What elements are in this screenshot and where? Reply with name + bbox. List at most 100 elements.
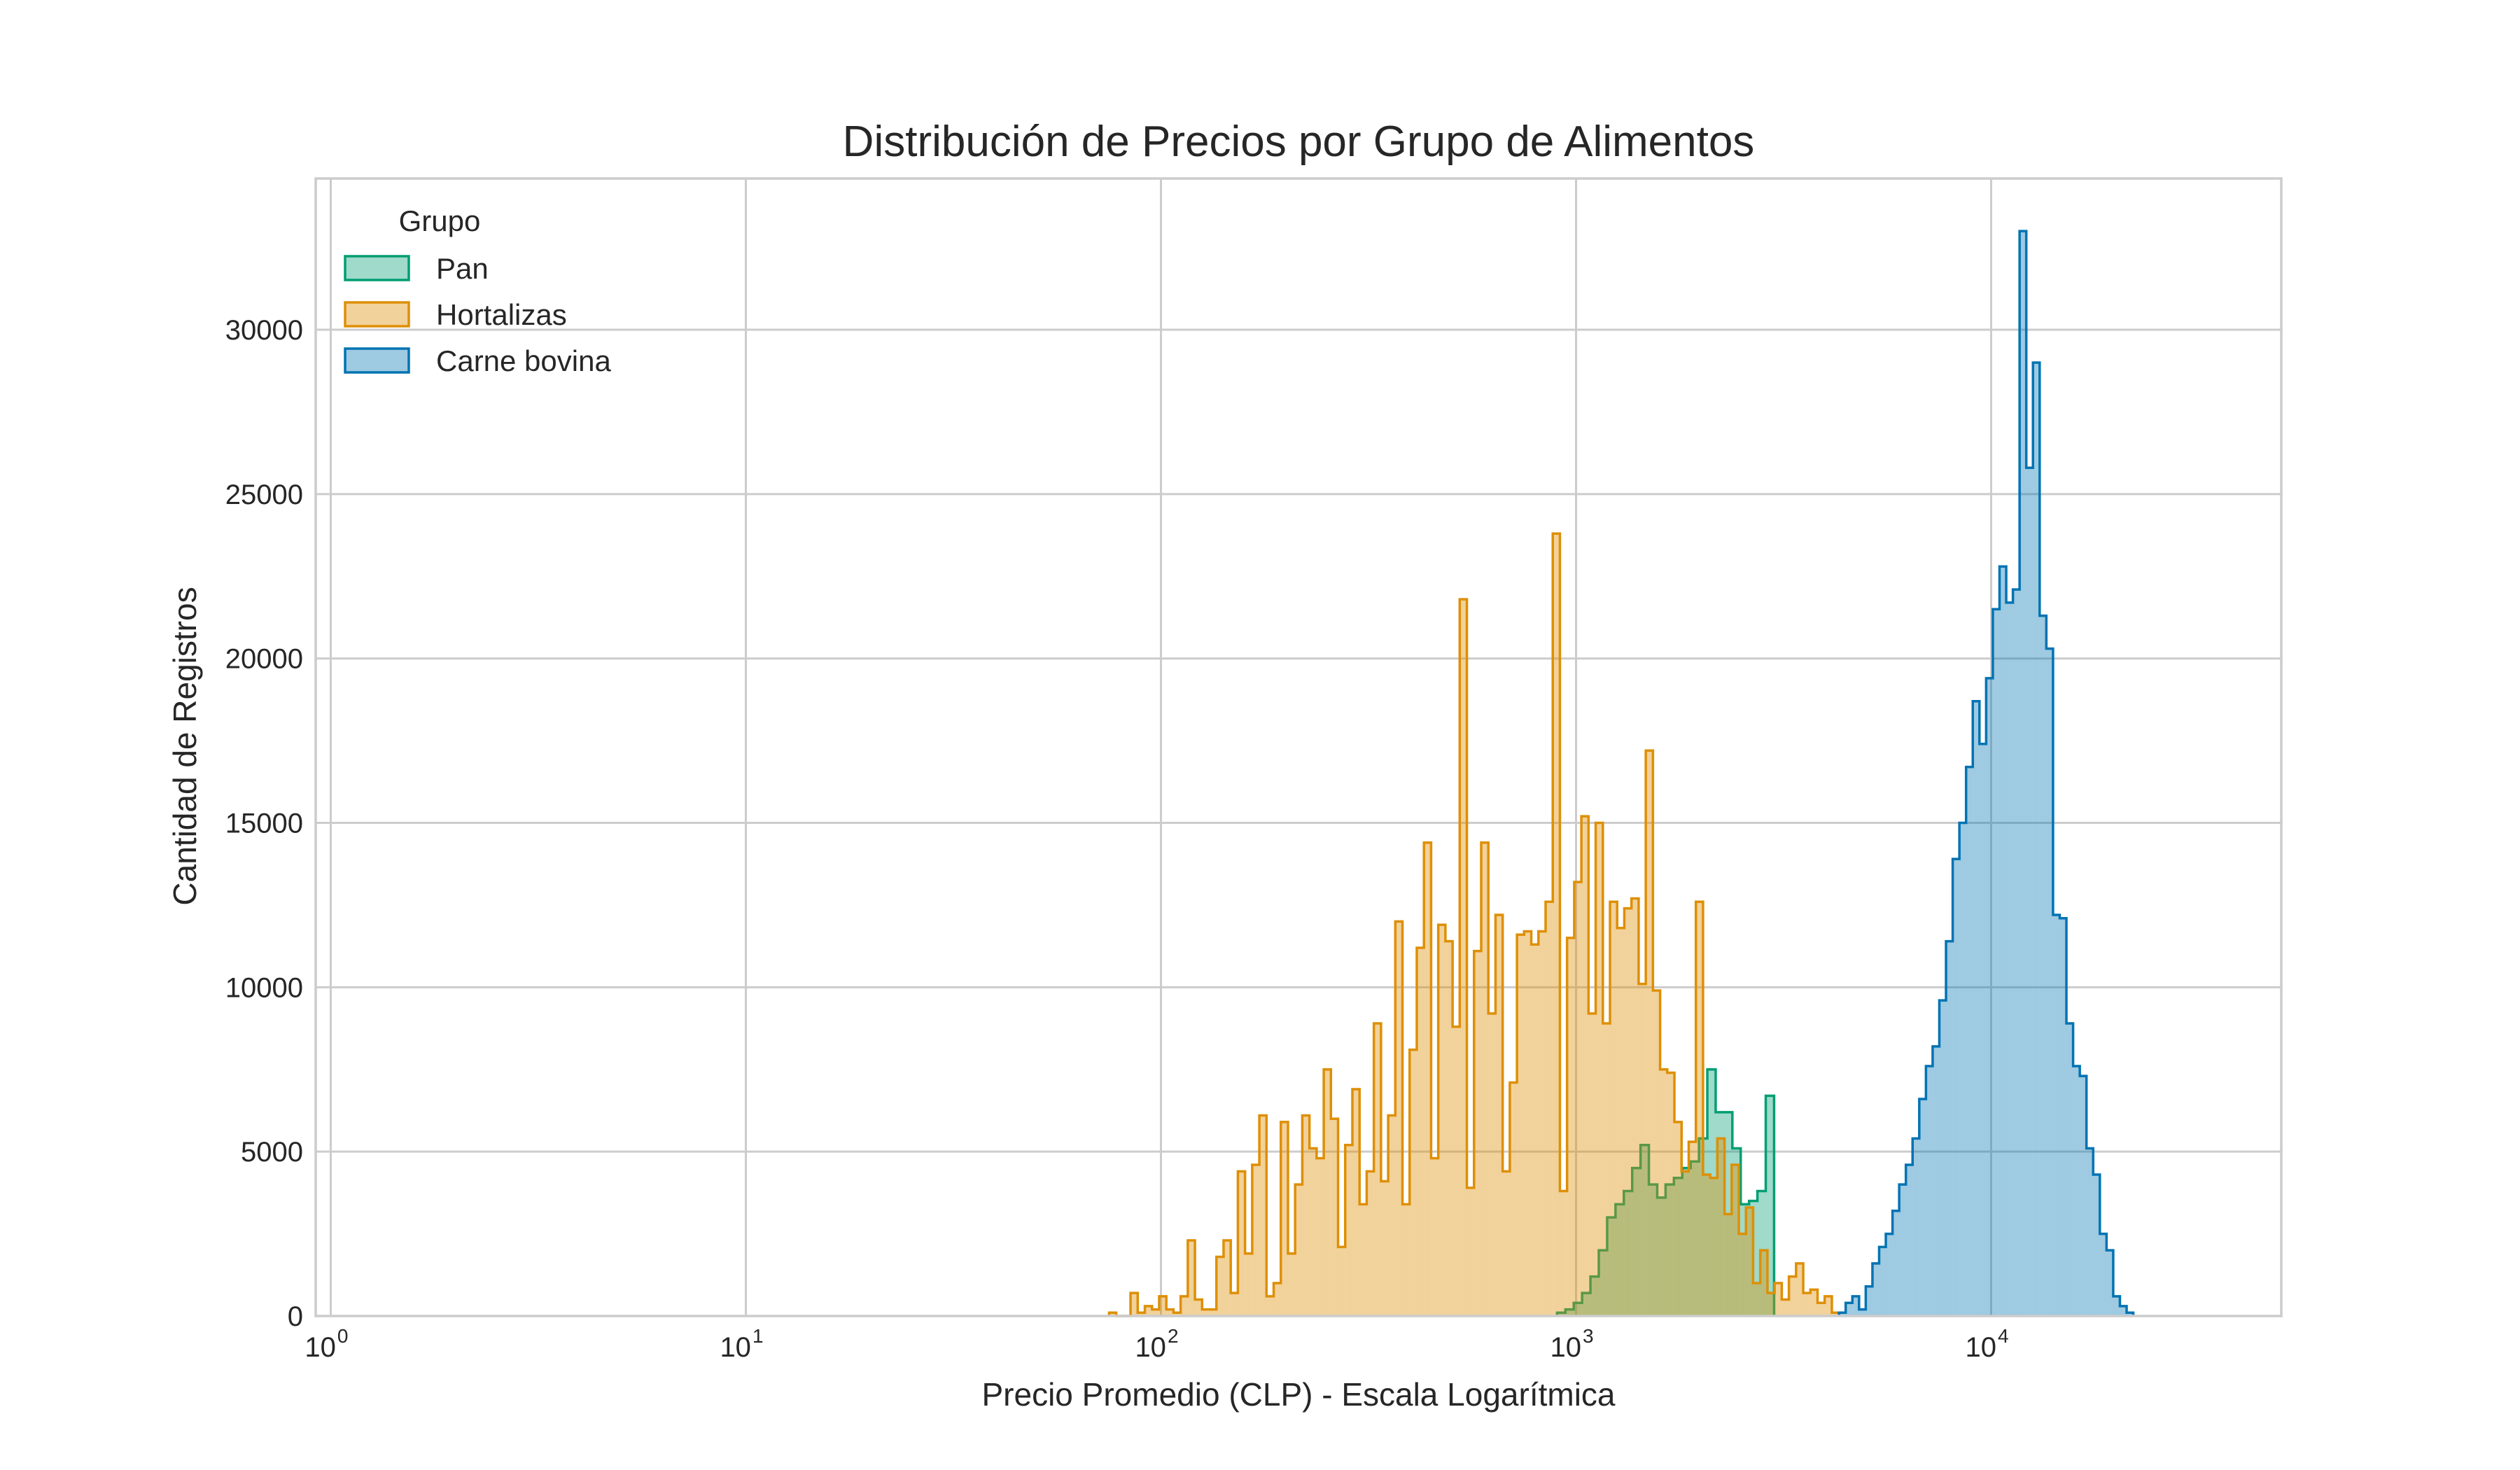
histogram-bar <box>1331 1119 1338 1316</box>
histogram-bar <box>1610 902 1618 1316</box>
histogram-bar <box>1702 1175 1711 1316</box>
histogram-bar <box>1710 1177 1718 1316</box>
histogram-bar <box>2080 1076 2087 1316</box>
histogram-bar <box>1803 1293 1811 1316</box>
histogram-step-outline <box>1107 532 1840 1317</box>
y-axis-label: Cantidad de Registros <box>167 587 203 905</box>
histogram-bar <box>1872 1263 1879 1316</box>
histogram-bar <box>1373 1023 1381 1316</box>
y-tick-label: 30000 <box>225 315 303 346</box>
histogram-bar <box>1688 1142 1696 1316</box>
histogram-step-outline <box>1837 230 2135 1316</box>
histogram-bar <box>1795 1263 1804 1316</box>
histogram-bar <box>1557 1312 1566 1316</box>
histogram-bar <box>1209 1309 1217 1316</box>
histogram-bar <box>2033 363 2040 1316</box>
histogram-bar <box>1879 1247 1886 1316</box>
histogram-bar <box>1466 1187 1474 1316</box>
histogram-bar <box>1309 1148 1317 1316</box>
histogram-bar <box>1631 898 1639 1316</box>
histogram-bar <box>1657 1197 1666 1316</box>
legend-swatch <box>344 255 410 281</box>
series-hortalizas <box>1107 532 1840 1317</box>
histogram-bar <box>1810 1289 1818 1316</box>
histogram-bar <box>1202 1309 1210 1316</box>
y-tick-label: 20000 <box>225 644 303 675</box>
histogram-bar <box>1952 859 1960 1316</box>
histogram-bar <box>1416 947 1424 1316</box>
histogram-bar <box>1130 1293 1138 1316</box>
histogram-bar <box>1138 1312 1145 1316</box>
histogram-bar <box>1646 750 1653 1316</box>
histogram-bar <box>1187 1240 1196 1316</box>
histogram-bar <box>1707 1069 1716 1316</box>
histogram-bar <box>1624 908 1632 1316</box>
histogram-bar <box>2073 1066 2080 1316</box>
histogram-bar <box>1488 1013 1496 1316</box>
histogram-bar <box>1782 1299 1789 1316</box>
histogram-bar <box>1595 822 1603 1316</box>
histogram-bar <box>1445 941 1453 1316</box>
histogram-bar <box>1753 1283 1760 1316</box>
histogram-bar <box>2012 589 2020 1316</box>
histogram-bar <box>2052 915 2060 1316</box>
histogram-bar <box>1431 1158 1438 1316</box>
histogram-bar <box>1144 1306 1152 1316</box>
histogram-bar <box>1438 925 1446 1316</box>
histogram-bar <box>1757 1191 1766 1316</box>
histogram-bar <box>1338 1247 1345 1316</box>
histogram-bar <box>1959 822 1966 1316</box>
histogram-bar <box>2066 1023 2073 1316</box>
histogram-bar <box>1524 931 1532 1316</box>
histogram-bar <box>1195 1299 1203 1316</box>
histogram-bar <box>1474 951 1481 1316</box>
histogram-bar <box>1588 1013 1596 1316</box>
histogram-bar <box>2086 1148 2094 1316</box>
y-tick-label: 5000 <box>241 1137 303 1168</box>
grid-lines <box>316 178 2281 1317</box>
histogram-bar <box>1912 1138 1919 1316</box>
histogram-bar <box>1724 1214 1732 1316</box>
histogram-bar <box>2127 1312 2134 1316</box>
histogram-bar <box>1574 882 1582 1316</box>
legend-item: Pan <box>344 252 489 285</box>
histogram-bar <box>1287 1253 1296 1316</box>
histogram-bar <box>1632 1168 1641 1316</box>
histogram-bar <box>1590 1276 1599 1316</box>
histogram-bar <box>1665 1184 1674 1316</box>
histogram-bar <box>1598 1250 1607 1316</box>
histogram-bar <box>1939 1000 1947 1316</box>
histogram-bar <box>1845 1303 1853 1316</box>
histogram-bar <box>1538 931 1546 1316</box>
histogram-bar <box>1731 1164 1740 1316</box>
histogram-bar <box>1602 1023 1611 1316</box>
histogram-bar <box>1409 1049 1417 1316</box>
histogram-bar <box>1852 1296 1859 1316</box>
histogram-bar <box>2059 918 2067 1316</box>
legend-items: Pan Hortalizas Carne bovina <box>344 252 611 377</box>
histogram-bar <box>1481 842 1489 1316</box>
legend-swatch <box>344 347 410 374</box>
histogram-bar <box>1817 1303 1825 1316</box>
histogram-bar <box>1460 599 1467 1316</box>
histogram-bar <box>2099 1233 2107 1316</box>
x-axis-label: Precio Promedio (CLP) - Escala Logarítmi… <box>982 1376 1616 1413</box>
histogram-bar <box>1640 1144 1649 1316</box>
histogram-bar <box>1717 1138 1725 1316</box>
histogram-bar <box>1546 902 1553 1316</box>
histogram-bar <box>1166 1309 1174 1316</box>
histogram-bar <box>1517 934 1525 1316</box>
histogram-bar <box>1324 1069 1331 1316</box>
histogram-bar <box>1865 1286 1872 1316</box>
histogram-bar <box>1223 1240 1231 1316</box>
legend-title: Grupo <box>399 204 481 237</box>
histogram-bar <box>1966 766 1973 1316</box>
chart-title: Distribución de Precios por Grupo de Ali… <box>843 118 1755 166</box>
histogram-bar <box>1886 1233 1893 1316</box>
histogram-bar <box>1715 1112 1724 1316</box>
histogram-bar <box>1681 1171 1689 1316</box>
histogram-bar <box>1760 1250 1768 1316</box>
histogram-bar <box>1553 533 1560 1316</box>
y-tick-label: 25000 <box>225 479 303 510</box>
histogram-bar <box>1623 1191 1632 1316</box>
